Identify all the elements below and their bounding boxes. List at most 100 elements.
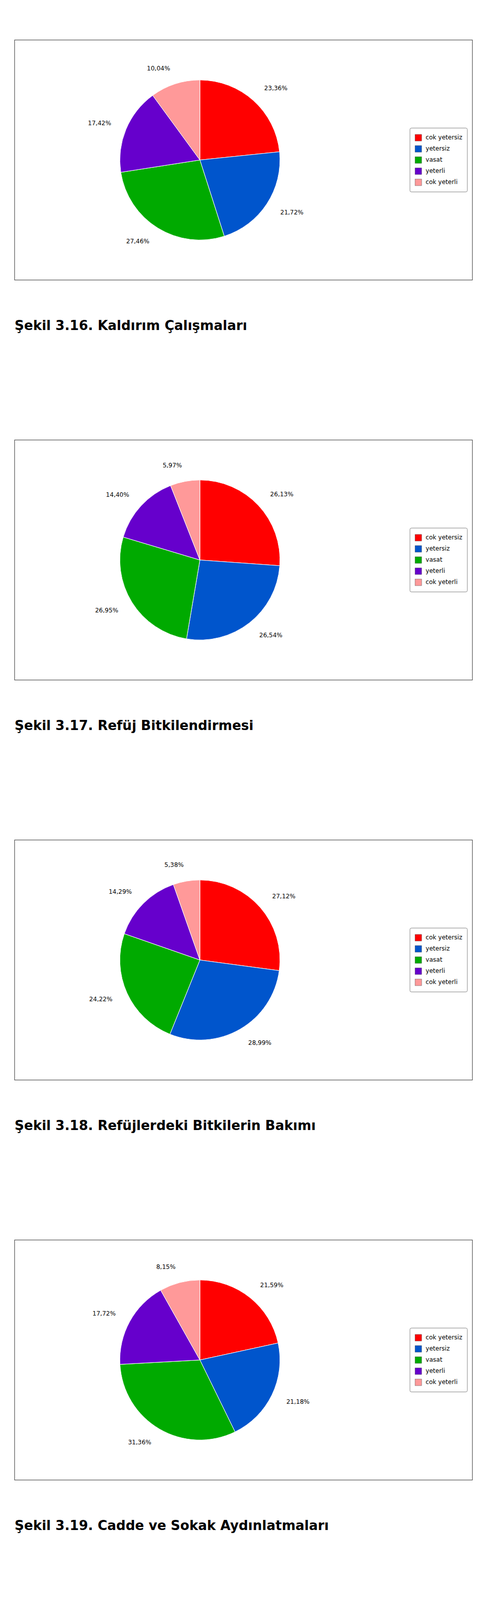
legend-frame	[409, 928, 468, 993]
data-label: 31,36%	[127, 1439, 152, 1447]
data-labels: 27,12% 28,99% 24,22% 14,29% 5,38%	[89, 861, 296, 1047]
pie-slice	[160, 1280, 200, 1362]
panel-frame	[14, 840, 473, 1081]
legend-label: vasat	[425, 956, 443, 964]
legend-label: vasat	[425, 556, 443, 564]
pie-slice	[199, 480, 281, 567]
pie	[119, 80, 281, 241]
data-label: 21,18%	[286, 1399, 310, 1407]
data-labels: 21,59% 21,18% 31,36% 17,72% 8,15%	[92, 1264, 310, 1447]
pie	[119, 1280, 281, 1442]
data-label: 5,97%	[162, 462, 183, 470]
data-labels: 26,13%26,54%26,95%14,40%5,97%	[94, 462, 294, 640]
data-label: 26,54%	[259, 632, 283, 640]
data-label: 14,40%	[106, 491, 130, 499]
pie	[119, 880, 281, 1041]
data-label: 5,38%	[164, 861, 184, 869]
legend-swatch	[414, 968, 422, 976]
page: 23,36%21,72%27,46%17,42%10,04% cok yeters…	[0, 0, 487, 1600]
chart-section: 21,59% 21,18% 31,36% 17,72% 8,15% cok yetersi…	[14, 1240, 473, 1535]
legend-swatch	[414, 534, 422, 542]
chart-section: 23,36%21,72%27,46%17,42%10,04% cok yeters…	[14, 40, 473, 334]
legend-item: vasat	[414, 156, 443, 164]
legend-label: cok yeterli	[425, 578, 458, 586]
legend-item: yeterli	[414, 167, 445, 175]
legend-label: vasat	[425, 156, 443, 164]
data-label: 17,72%	[92, 1310, 116, 1318]
pie-slice	[119, 1361, 235, 1442]
legend-label: cok yeterli	[425, 178, 458, 186]
legend-item: yetersiz	[414, 145, 450, 153]
legend-item: yeterli	[414, 967, 445, 976]
legend-frame	[409, 528, 468, 593]
chart-section: 27,12% 28,99% 24,22% 14,29% 5,38% cok yetersi…	[14, 840, 473, 1134]
legend-item: yetersiz	[414, 945, 450, 953]
legend-swatch	[414, 1379, 422, 1387]
legend-swatch	[414, 979, 422, 987]
legend-item: cok yetersiz	[414, 1334, 463, 1342]
caption: Şekil 3.16. Kaldırım Çalışmaları	[14, 318, 248, 334]
pie-slice	[152, 80, 200, 161]
legend: cok yetersiz yetersiz vasat yeterli cok yete…	[409, 128, 468, 193]
data-label: 28,99%	[248, 1039, 272, 1048]
legend-label: yetersiz	[425, 1345, 450, 1353]
data-label: 8,15%	[156, 1264, 176, 1272]
legend-swatch	[414, 946, 422, 953]
legend-label: cok yeterli	[425, 1379, 458, 1387]
pie-slice	[199, 880, 281, 972]
legend-label: yetersiz	[425, 545, 450, 553]
legend-label: cok yetersiz	[425, 534, 463, 542]
caption: Şekil 3.17. Refüj Bitkilendirmesi	[14, 718, 254, 734]
pie-slice	[186, 560, 281, 641]
data-label: 14,29%	[108, 888, 132, 896]
legend: cok yetersiz yetersiz vasat yeterli cok yete…	[409, 928, 468, 993]
data-label: 21,59%	[260, 1282, 284, 1290]
data-label: 23,36%	[264, 84, 288, 92]
chart-section: 26,13%26,54%26,95%14,40%5,97%cok yetersi…	[14, 440, 473, 734]
legend-swatch	[414, 568, 422, 575]
legend-label: cok yeterli	[425, 979, 458, 987]
legend-swatch	[414, 145, 422, 153]
legend-label: yeterli	[425, 967, 445, 976]
panel-frame	[14, 440, 473, 681]
legend-item: cok yeterli	[414, 979, 458, 987]
legend-label: vasat	[425, 1357, 443, 1365]
legend-swatch	[414, 557, 422, 564]
legend-swatch	[414, 579, 422, 586]
legend-label: yeterli	[425, 167, 445, 175]
data-label: 26,13%	[270, 491, 294, 499]
pie	[119, 480, 281, 641]
legend-swatch	[414, 1335, 422, 1342]
data-label: 24,22%	[89, 996, 113, 1004]
legend-item: cok yeterli	[414, 178, 458, 186]
legend-label: cok yetersiz	[425, 934, 463, 942]
pie-slice	[120, 160, 225, 241]
legend-swatch	[414, 957, 422, 964]
legend: cok yetersiz yetersiz vasat yeterli cok yete…	[409, 1329, 468, 1394]
legend-frame	[409, 128, 468, 193]
legend-swatch	[414, 1346, 422, 1353]
legend-label: yetersiz	[425, 145, 450, 153]
data-label: 27,12%	[272, 893, 296, 901]
legend-item: yetersiz	[414, 545, 450, 553]
legend-item: cok yetersiz	[414, 934, 463, 942]
pie-slice	[170, 480, 200, 561]
legend-item: yetersiz	[414, 1345, 450, 1353]
caption: Şekil 3.19. Cadde ve Sokak Aydınlatmalar…	[14, 1518, 329, 1535]
legend-item: yeterli	[414, 1368, 445, 1376]
caption: Şekil 3.18. Refüjlerdeki Bitkilerin Bakı…	[14, 1118, 317, 1134]
panel-frame	[14, 1240, 473, 1481]
data-label: 17,42%	[87, 119, 112, 127]
legend-swatch	[414, 179, 422, 186]
legend-item: vasat	[414, 956, 443, 964]
legend-label: yeterli	[425, 567, 445, 575]
legend-item: vasat	[414, 1357, 443, 1365]
legend-item: vasat	[414, 556, 443, 564]
data-labels: 23,36%21,72%27,46%17,42%10,04%	[87, 64, 304, 246]
legend-swatch	[414, 934, 422, 942]
pie-slice	[173, 880, 200, 961]
legend-label: yetersiz	[425, 945, 450, 953]
legend-item: cok yetersiz	[414, 133, 463, 142]
legend-item: cok yeterli	[414, 578, 458, 586]
legend-item: cok yetersiz	[414, 534, 463, 542]
